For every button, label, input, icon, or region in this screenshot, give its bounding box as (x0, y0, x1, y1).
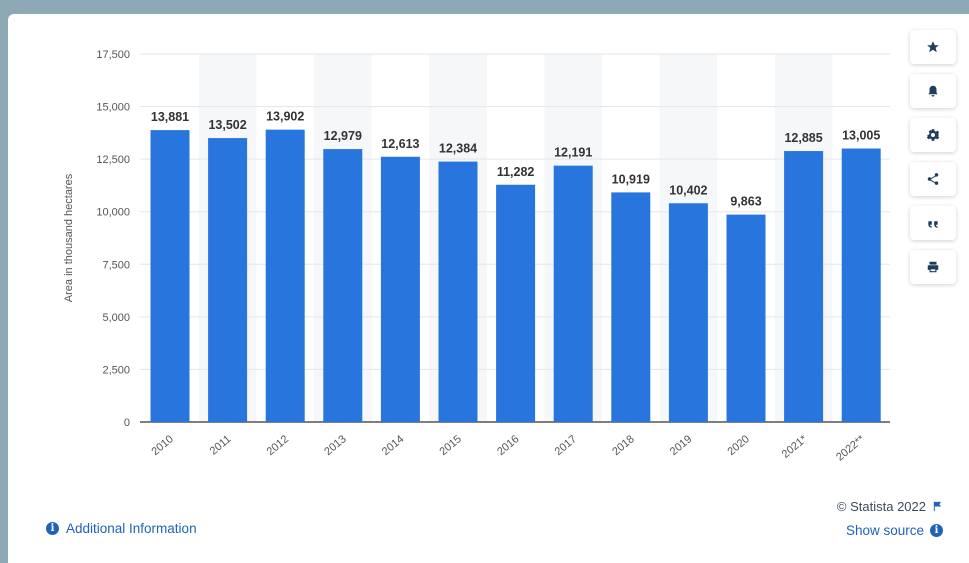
bar[interactable] (553, 165, 593, 422)
notification-button[interactable] (910, 74, 956, 108)
data-label: 13,005 (842, 129, 880, 143)
x-tick-label: 2011 (208, 433, 234, 457)
info-icon: i (930, 524, 943, 537)
bar[interactable] (150, 130, 190, 422)
bar[interactable] (323, 149, 363, 422)
bar[interactable] (668, 203, 708, 422)
x-tick-label: 2021* (780, 433, 810, 461)
x-tick-label: 2015 (437, 433, 463, 458)
gear-icon (926, 129, 940, 141)
bar[interactable] (380, 156, 420, 422)
x-tick-label: 2010 (149, 433, 175, 458)
bar[interactable] (841, 148, 881, 422)
quote-icon (928, 221, 938, 228)
additional-information-link[interactable]: i Additional Information (46, 521, 197, 536)
data-label: 9,863 (730, 195, 761, 209)
favorite-button[interactable] (910, 30, 956, 64)
show-source-label: Show source (845, 523, 924, 538)
credit-text: © Statista 2022 (836, 499, 926, 514)
x-tick-label: 2022** (834, 433, 868, 464)
y-tick-label: 17,500 (96, 49, 130, 61)
data-label: 13,502 (208, 118, 246, 132)
x-tick-label: 2020 (725, 433, 751, 458)
x-tick-label: 2018 (610, 433, 636, 458)
flag-icon (933, 501, 942, 512)
page-top-strip (0, 0, 969, 16)
cite-button[interactable] (910, 206, 956, 240)
y-tick-label: 15,000 (96, 102, 130, 114)
bar[interactable] (496, 184, 536, 422)
y-tick-label: 12,500 (96, 154, 130, 166)
star-icon (927, 41, 939, 53)
data-label: 13,902 (266, 110, 304, 124)
x-tick-label: 2014 (380, 433, 406, 458)
x-tick-label: 2013 (322, 433, 348, 458)
data-label: 12,885 (784, 131, 822, 145)
statista-credit: © Statista 2022 (837, 499, 943, 514)
y-tick-label: 5,000 (102, 312, 130, 324)
y-tick-label: 0 (124, 417, 130, 429)
share-icon (927, 173, 939, 185)
show-source-link[interactable]: Show source i (846, 523, 943, 538)
settings-button[interactable] (910, 118, 956, 152)
toolbar-sidebar (910, 30, 956, 284)
data-label: 12,613 (381, 137, 419, 151)
y-tick-label: 10,000 (96, 207, 130, 219)
x-tick-label: 2012 (265, 433, 291, 458)
bar[interactable] (784, 151, 824, 422)
data-label: 12,384 (439, 142, 477, 156)
value-labels: 13,881 13,502 13,902 12,979 12,613 12,384 11,2… (151, 110, 880, 209)
data-label: 10,919 (612, 172, 650, 186)
share-button[interactable] (910, 162, 956, 196)
x-tick-label: 2019 (668, 433, 694, 458)
x-tick-label: 2017 (553, 433, 579, 458)
bar[interactable] (438, 161, 478, 423)
bar[interactable] (208, 138, 248, 422)
bar[interactable] (611, 192, 651, 422)
info-icon: i (46, 522, 59, 535)
data-label: 12,191 (554, 146, 592, 160)
x-tick-label: 2016 (495, 433, 521, 458)
y-axis-label: Area in thousand hectares (63, 173, 75, 302)
y-tick-label: 7,500 (102, 259, 130, 271)
print-icon (927, 261, 939, 273)
bell-icon (928, 85, 938, 97)
x-axis-ticks: 2010 2011 2012 2013 2014 2015 2016 2017 2018 2019… (149, 433, 867, 464)
data-label: 12,979 (324, 129, 362, 143)
bar[interactable] (265, 129, 305, 422)
bar[interactable] (726, 214, 766, 422)
data-label: 13,881 (151, 110, 189, 124)
bars (150, 129, 881, 423)
data-label: 10,402 (669, 183, 707, 197)
y-axis-ticks: 0 2,500 5,000 7,500 10,000 12,500 15,000 17,500 (96, 49, 130, 429)
print-button[interactable] (910, 250, 956, 284)
data-label: 11,282 (497, 165, 535, 179)
additional-information-label: Additional Information (66, 521, 197, 536)
y-tick-label: 2,500 (102, 364, 130, 376)
